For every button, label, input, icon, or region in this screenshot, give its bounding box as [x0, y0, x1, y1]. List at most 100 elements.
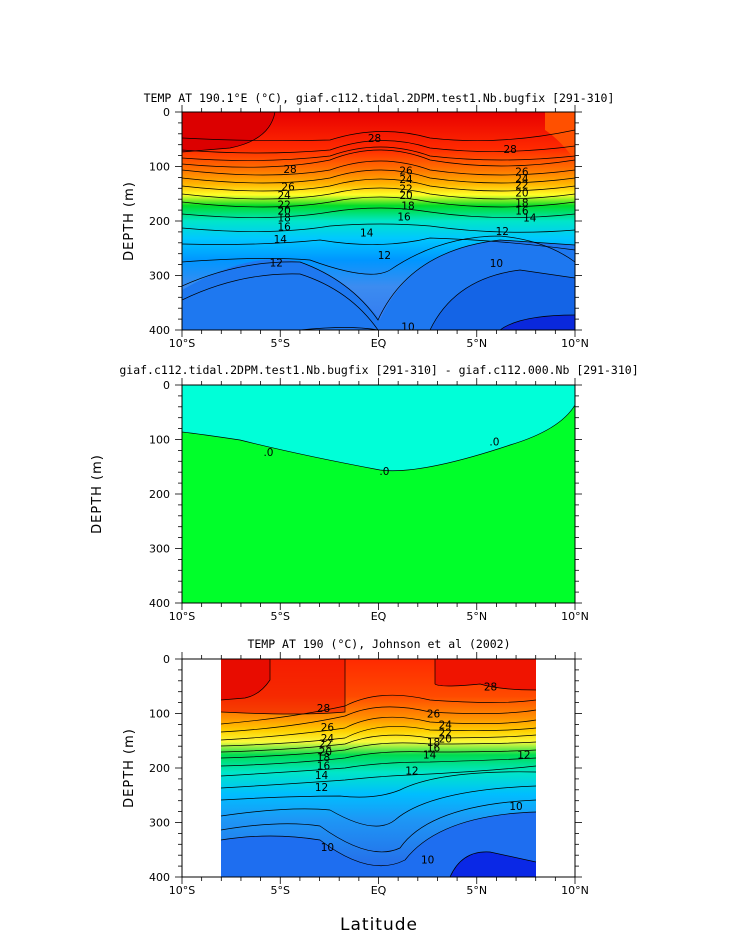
contour-label: 12 — [405, 766, 418, 778]
panel-observed-temperature: TEMP AT 190 (°C), Johnson et al (2002) — [122, 637, 589, 897]
panel-2-title: giaf.c112.tidal.2DPM.test1.Nb.bugfix [29… — [119, 363, 638, 377]
panel-2-ylabel: DEPTH (m) — [90, 454, 105, 534]
x-tick-label: 5°N — [466, 337, 487, 350]
contour-label: 16 — [277, 221, 291, 233]
contour-label: 20 — [277, 206, 290, 218]
panel-3-title: TEMP AT 190 (°C), Johnson et al (2002) — [247, 637, 510, 651]
contour-label: 12 — [517, 749, 530, 761]
y-tick-label: 400 — [149, 324, 170, 337]
deep-cold-east — [430, 270, 575, 330]
observed-warm-core-east — [435, 659, 536, 690]
panel-2-contour-labels: .0 .0 .0 — [263, 437, 499, 478]
x-tick-label: EQ — [371, 337, 387, 350]
contour-label: 28 — [503, 144, 516, 156]
observed-isotherms — [220, 659, 537, 877]
y-tick-label: 300 — [149, 817, 170, 830]
contour-label: 22 — [399, 183, 412, 195]
warm-patch-east — [545, 112, 575, 160]
contour-label: 26 — [515, 166, 529, 178]
contour-label: 18 — [401, 201, 414, 213]
zero-contour — [181, 404, 576, 472]
y-tick-label: 0 — [163, 106, 170, 119]
y-tick-label: 400 — [149, 871, 170, 884]
x-tick-label: 5°N — [466, 610, 487, 623]
contour-label: 14 — [315, 770, 329, 782]
contour-label: 16 — [515, 206, 529, 218]
contour-label: 24 — [321, 733, 335, 745]
x-tick-label: 5°S — [271, 884, 290, 897]
contour-label: 12 — [270, 257, 283, 269]
y-tick-label: 0 — [163, 653, 170, 666]
y-tick-label: 200 — [149, 762, 170, 775]
y-tick-label: 100 — [149, 161, 170, 174]
contour-label: 16 — [317, 760, 331, 772]
y-tick-label: 100 — [149, 434, 170, 447]
contour-label: .0 — [263, 447, 273, 459]
contour-label: 18 — [277, 213, 290, 225]
contour-label: 14 — [423, 749, 437, 761]
x-tick-label: EQ — [371, 884, 387, 897]
panel-3-axes: 10°S 5°S EQ 5°N 10°N 0 100 200 300 400 — [149, 652, 589, 897]
x-tick-label: 10°S — [169, 884, 195, 897]
warm-pool-patch — [182, 112, 275, 152]
panel-1-title: TEMP AT 190.1°E (°C), giaf.c112.tidal.2D… — [144, 91, 615, 105]
x-tick-label: 10°S — [169, 610, 195, 623]
contour-label: 18 — [317, 752, 330, 764]
contour-label: 10 — [490, 258, 503, 270]
contour-label: 22 — [319, 738, 332, 750]
x-tick-label: 10°N — [561, 610, 589, 623]
observed-cold-region — [221, 812, 536, 877]
contour-label: 28 — [368, 133, 381, 145]
contour-label: 20 — [319, 747, 332, 759]
contour-label: 22 — [277, 200, 290, 212]
contour-label: 26 — [399, 165, 413, 177]
panel-difference: giaf.c112.tidal.2DPM.test1.Nb.bugfix [29… — [90, 363, 639, 623]
x-tick-label: 10°S — [169, 337, 195, 350]
contour-label: 28 — [317, 703, 330, 715]
contour-label: 20 — [515, 188, 528, 200]
x-tick-label: 5°S — [271, 337, 290, 350]
contour-label: .0 — [489, 437, 499, 449]
deepest-cold-patch — [500, 315, 575, 330]
panel-2-axes: 10°S 5°S EQ 5°N 10°N 0 100 200 300 400 — [149, 378, 589, 623]
contour-label: 10 — [509, 801, 522, 813]
x-tick-label: 10°N — [561, 337, 589, 350]
x-tick-label: 10°N — [561, 884, 589, 897]
panel-1-ylabel: DEPTH (m) — [122, 181, 137, 261]
panel-3-ylabel: DEPTH (m) — [122, 728, 137, 808]
x-axis-label: Latitude — [340, 915, 418, 935]
contour-label: 22 — [515, 179, 528, 191]
y-tick-label: 300 — [149, 543, 170, 556]
contour-label: 20 — [439, 734, 452, 746]
contour-label: 12 — [496, 226, 509, 238]
panel-model-temperature: TEMP AT 190.1°E (°C), giaf.c112.tidal.2D… — [122, 91, 614, 350]
y-tick-label: 0 — [163, 379, 170, 392]
contour-label: 22 — [439, 728, 452, 740]
contour-label: 24 — [515, 173, 529, 185]
isotherms — [182, 112, 575, 330]
contour-label: 26 — [281, 182, 295, 194]
contour-label: 14 — [523, 213, 537, 225]
x-tick-label: 5°S — [271, 610, 290, 623]
contour-label: 12 — [315, 782, 328, 794]
y-tick-label: 200 — [149, 488, 170, 501]
contour-label: 10 — [421, 855, 434, 867]
contour-label: 14 — [360, 227, 374, 239]
contour-label: 28 — [283, 164, 296, 176]
observed-deepest-cold — [450, 851, 536, 877]
contour-label: .0 — [379, 466, 389, 478]
contour-label: 18 — [427, 737, 440, 749]
contour-label: 26 — [427, 709, 441, 721]
panel-3-contour-labels: 2828262422201816141212101010121416182022… — [315, 681, 531, 866]
contour-label: 16 — [427, 742, 441, 754]
contour-label: 18 — [515, 197, 528, 209]
y-tick-label: 200 — [149, 215, 170, 228]
x-tick-label: EQ — [371, 610, 387, 623]
y-tick-label: 100 — [149, 708, 170, 721]
contour-label: 10 — [401, 322, 414, 334]
contour-label: 20 — [399, 190, 412, 202]
contour-label: 16 — [397, 212, 411, 224]
y-tick-label: 300 — [149, 270, 170, 283]
